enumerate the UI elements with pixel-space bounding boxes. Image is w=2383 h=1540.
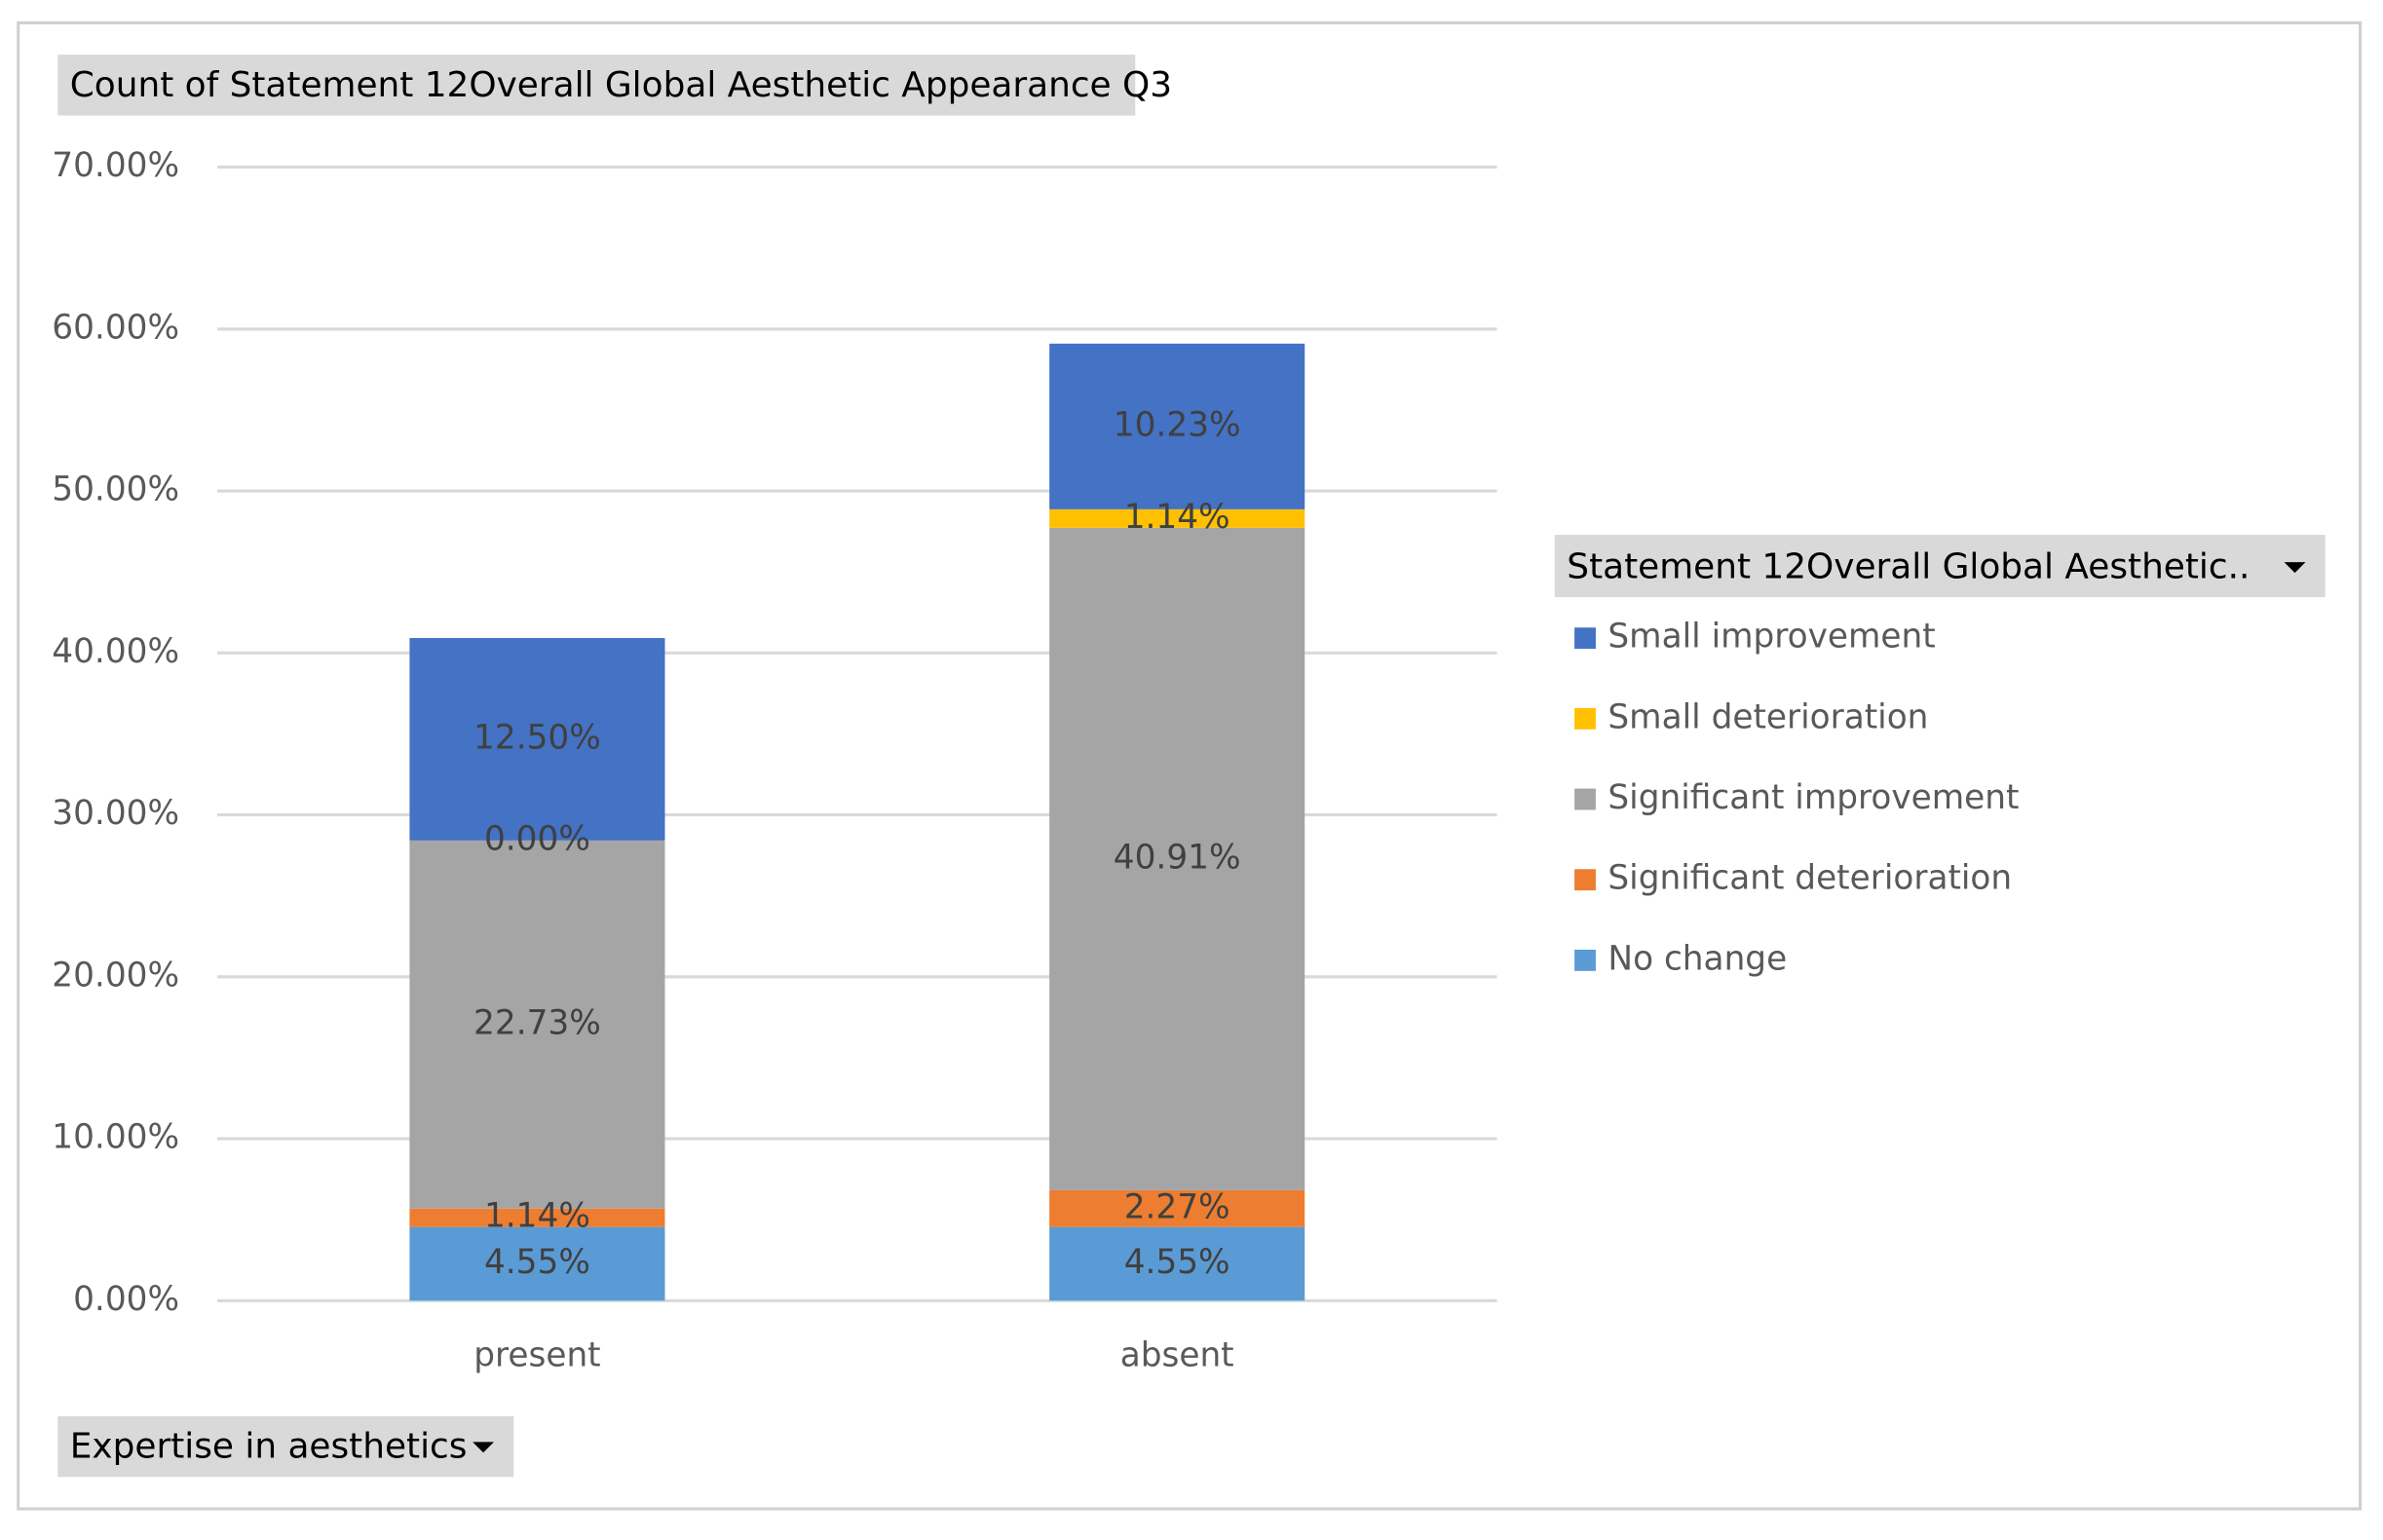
legend-swatch (1574, 869, 1596, 891)
legend-swatch (1574, 949, 1596, 971)
bar-segment (409, 638, 665, 841)
x-tick-label: absent (1120, 1336, 1234, 1375)
bar-segment (409, 840, 665, 1209)
data-label: 4.55% (1124, 1243, 1230, 1282)
chart-title: Count of Statement 12Overall Global Aest… (70, 65, 1172, 105)
data-label: 40.91% (1114, 838, 1241, 877)
y-tick-label: 30.00% (52, 794, 179, 833)
x-axis-label: Expertise in aesthetics (70, 1427, 468, 1467)
data-label: 10.23% (1114, 405, 1241, 444)
y-tick-label: 10.00% (52, 1118, 179, 1157)
y-tick-label: 40.00% (52, 632, 179, 671)
y-tick-label: 50.00% (52, 470, 179, 509)
bar-segment (409, 1208, 665, 1227)
bar-segment (409, 1226, 665, 1301)
legend-title: Statement 12Overall Global Aesthetic.. (1567, 546, 2250, 586)
y-tick-label: 20.00% (52, 956, 179, 995)
axis-button[interactable]: Expertise in aesthetics (57, 1415, 514, 1478)
legend-swatch (1574, 788, 1596, 810)
legend-label: Significant improvement (1608, 778, 2019, 817)
data-label: 1.14% (484, 1197, 590, 1236)
legend-swatch (1574, 707, 1596, 730)
bar-segment (1049, 508, 1305, 528)
legend-swatch (1574, 627, 1596, 650)
data-label: 22.73% (473, 1003, 601, 1042)
data-label: 4.55% (484, 1243, 590, 1282)
dropdown-arrow (473, 1442, 494, 1453)
y-tick-label: 60.00% (52, 308, 179, 347)
bar-segment (1049, 527, 1305, 1190)
button-bg (57, 1415, 514, 1478)
data-label: 0.00% (484, 819, 590, 858)
button-bg (57, 55, 1136, 116)
legend-label: No change (1608, 939, 1787, 978)
legend-label: Significant deterioration (1608, 859, 2012, 898)
data-label: 2.27% (1124, 1187, 1230, 1226)
legend-button[interactable]: Statement 12Overall Global Aesthetic.. (1554, 535, 2326, 598)
title-button[interactable]: Count of Statement 12Overall Global Aest… (57, 55, 1172, 116)
bar-segment (1049, 1189, 1305, 1227)
bar-segment (1049, 1226, 1305, 1301)
data-label: 1.14% (1124, 498, 1230, 537)
legend-label: Small deterioration (1608, 697, 1928, 736)
bar-segment (1049, 343, 1305, 509)
button-bg (1554, 535, 2326, 598)
dropdown-arrow (2284, 562, 2306, 574)
y-tick-label: 0.00% (73, 1280, 179, 1319)
data-label: 12.50% (473, 718, 601, 757)
x-tick-label: present (473, 1336, 600, 1375)
y-tick-label: 70.00% (52, 146, 179, 185)
legend-label: Small improvement (1608, 618, 1935, 657)
